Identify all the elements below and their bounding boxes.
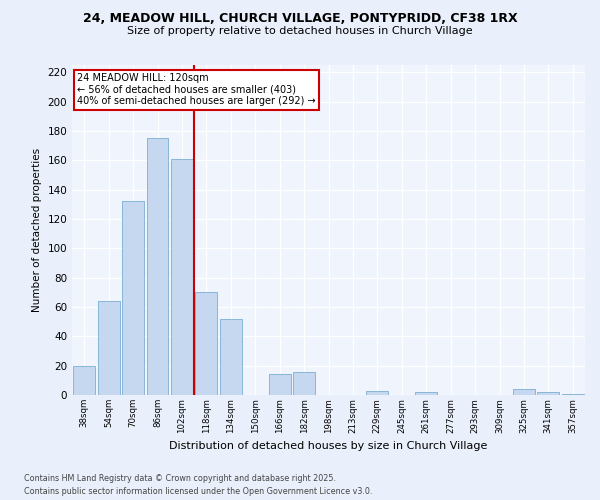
- Bar: [98, 301, 119, 395]
- Text: Contains HM Land Registry data © Crown copyright and database right 2025.: Contains HM Land Registry data © Crown c…: [24, 474, 336, 483]
- Text: Contains public sector information licensed under the Open Government Licence v3: Contains public sector information licen…: [24, 487, 373, 496]
- Bar: [196, 292, 217, 395]
- Bar: [269, 374, 290, 395]
- Bar: [146, 138, 169, 395]
- Bar: [538, 392, 559, 395]
- Bar: [220, 318, 242, 395]
- Bar: [73, 366, 95, 395]
- Text: 24 MEADOW HILL: 120sqm
← 56% of detached houses are smaller (403)
40% of semi-de: 24 MEADOW HILL: 120sqm ← 56% of detached…: [77, 73, 316, 106]
- Bar: [293, 372, 315, 395]
- Bar: [171, 159, 193, 395]
- Bar: [122, 202, 144, 395]
- Bar: [562, 394, 584, 395]
- X-axis label: Distribution of detached houses by size in Church Village: Distribution of detached houses by size …: [169, 441, 488, 451]
- Y-axis label: Number of detached properties: Number of detached properties: [32, 148, 42, 312]
- Text: Size of property relative to detached houses in Church Village: Size of property relative to detached ho…: [127, 26, 473, 36]
- Bar: [513, 389, 535, 395]
- Bar: [367, 390, 388, 395]
- Text: 24, MEADOW HILL, CHURCH VILLAGE, PONTYPRIDD, CF38 1RX: 24, MEADOW HILL, CHURCH VILLAGE, PONTYPR…: [83, 12, 517, 24]
- Bar: [415, 392, 437, 395]
